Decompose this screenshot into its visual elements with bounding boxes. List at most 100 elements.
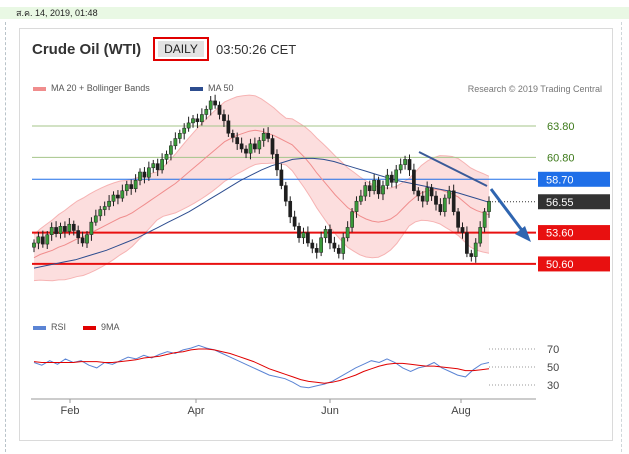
candle-body	[40, 236, 45, 245]
forecast-arrow	[489, 188, 526, 234]
candle-body	[394, 169, 399, 183]
rsi-tick-70: 70	[547, 344, 559, 356]
candle-body	[460, 227, 465, 233]
candle-body	[288, 200, 293, 218]
candle-body	[111, 194, 116, 202]
candle-body	[63, 226, 67, 232]
legend-ma50-label: MA 50	[208, 83, 234, 93]
x-tick-apr: Apr	[187, 405, 204, 417]
candle-body	[314, 248, 319, 253]
candle-body	[350, 211, 354, 228]
candle-body	[354, 200, 359, 212]
candle-body	[71, 223, 76, 231]
candle-body	[107, 200, 111, 207]
legend-9ma-label: 9MA	[101, 322, 120, 332]
rsi-swatch	[33, 325, 46, 330]
candle-body	[367, 185, 372, 192]
chart-time: 03:50:26 CET	[216, 42, 297, 57]
level-label-60-80: 60.80	[547, 152, 575, 164]
period-highlight-box	[153, 37, 209, 61]
candle-body	[328, 229, 332, 244]
candle-body	[160, 159, 164, 171]
chart-title: Crude Oil (WTI)	[32, 41, 142, 58]
period-button[interactable]: DAILY	[158, 41, 204, 57]
candle-body	[416, 190, 421, 197]
candle-body	[323, 229, 328, 239]
candle-body	[429, 187, 434, 197]
candle-body	[226, 120, 231, 134]
candle-body	[319, 237, 323, 253]
candle-body	[306, 232, 310, 244]
candle-body	[283, 185, 288, 202]
candle-body	[359, 195, 363, 202]
candle-body	[217, 104, 222, 115]
candle-body	[434, 195, 438, 205]
candle-body	[32, 242, 36, 248]
candle-body	[310, 242, 315, 249]
candle-body	[239, 143, 244, 150]
legend-rsi: RSI	[33, 322, 66, 332]
candle-body	[191, 118, 195, 124]
candle-body	[102, 206, 107, 210]
legend-9ma: 9MA	[83, 322, 120, 332]
9ma-swatch	[83, 325, 96, 330]
candle-body	[438, 204, 443, 212]
level-label-53-60: 53.60	[546, 228, 574, 240]
candle-body	[376, 180, 381, 195]
level-label-63-80: 63.80	[547, 121, 575, 133]
candle-body	[222, 114, 226, 122]
candle-body	[345, 227, 350, 239]
candle-body	[261, 133, 266, 141]
candle-body	[292, 216, 297, 227]
level-label-56-55: 56.55	[546, 197, 574, 209]
candle-body	[155, 163, 160, 171]
candle-body	[208, 100, 213, 110]
candle-body	[142, 171, 147, 178]
candle-body	[412, 169, 416, 192]
candle-body	[332, 242, 337, 249]
level-tag-58-70	[538, 171, 610, 187]
candle-body	[257, 140, 262, 150]
candle-body	[230, 133, 235, 138]
candle-body	[235, 137, 240, 145]
candle-body	[270, 138, 275, 155]
legend-ma20-label: MA 20 + Bollinger Bands	[51, 83, 150, 93]
legend-rsi-label: RSI	[51, 322, 67, 332]
research-credit: Research © 2019 Trading Central	[467, 84, 602, 94]
candle-body	[442, 197, 447, 212]
candle-body	[248, 143, 253, 154]
rsi-9ma-line	[33, 348, 490, 384]
candle-body	[58, 226, 63, 234]
candle-body	[133, 180, 138, 189]
candle-body	[253, 143, 257, 150]
candle-body	[487, 200, 491, 212]
rsi-line	[33, 344, 490, 389]
candle-body	[425, 187, 430, 202]
rsi-tick-30: 30	[547, 380, 559, 392]
candle-body	[164, 153, 169, 160]
level-tag-53-60	[538, 225, 610, 241]
level-label-50-60: 50.60	[546, 259, 574, 271]
candle-body	[266, 133, 270, 139]
candle-body	[469, 253, 474, 257]
candle-body	[372, 180, 376, 191]
candle-body	[120, 190, 125, 199]
candle-body	[213, 100, 217, 106]
candle-body	[297, 226, 301, 239]
candle-body	[147, 167, 151, 178]
level-tag-56-55	[538, 194, 610, 210]
candle-body	[80, 237, 85, 244]
candle-body	[116, 194, 120, 199]
level-tag-50-60	[538, 256, 610, 272]
candle-body	[456, 211, 460, 228]
candle-body	[49, 227, 54, 235]
candle-body	[465, 232, 469, 254]
candle-body	[385, 174, 390, 186]
candle-body	[407, 159, 412, 171]
x-tick-jun: Jun	[321, 405, 339, 417]
level-label-58-70: 58.70	[546, 174, 574, 186]
ma50-swatch	[190, 86, 203, 91]
trend-line	[418, 151, 488, 187]
candle-body	[67, 223, 72, 232]
candle-body	[363, 185, 368, 197]
